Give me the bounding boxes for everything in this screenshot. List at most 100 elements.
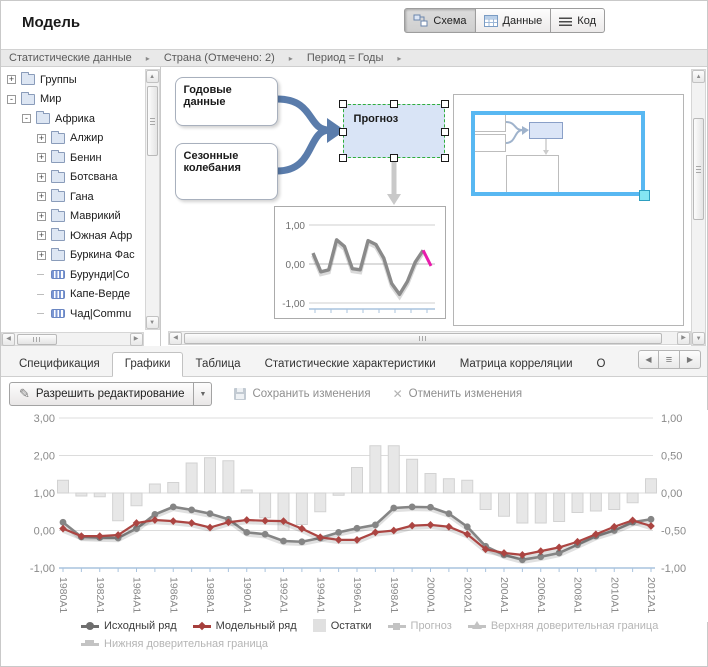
resize-handle[interactable] [338, 128, 347, 136]
allow-editing-button[interactable]: ✎ Разрешить редактирование [9, 381, 195, 406]
scroll-down-button[interactable]: ▼ [692, 332, 706, 345]
breadcrumb-item[interactable]: Страна (Отмечено: 2) [163, 52, 275, 64]
tree-item[interactable]: Бурунди|Co [1, 265, 145, 285]
resize-handle[interactable] [389, 100, 398, 108]
tree-horizontal-scrollbar[interactable]: ◀ ▶ [1, 332, 144, 346]
folder-icon [51, 130, 65, 144]
tab-menu-button[interactable]: ≡ [659, 350, 680, 369]
tab-table[interactable]: Таблица [195, 358, 241, 370]
tab-truncated[interactable]: О [596, 358, 606, 370]
tree-item[interactable]: + Группы [1, 70, 145, 90]
tree-expander[interactable]: + [37, 171, 46, 182]
tab-next-button[interactable]: ▶ [680, 350, 701, 369]
tree-vertical-scrollbar[interactable]: ▲ ▼ [144, 69, 160, 330]
view-button-schema[interactable]: Схема [404, 8, 476, 33]
tree-item[interactable]: + Буркина Фас [1, 246, 145, 266]
svg-text:0,50: 0,50 [661, 451, 682, 463]
tree-item[interactable]: Чад|Commu [1, 304, 145, 324]
resize-handle[interactable] [338, 154, 347, 162]
minimap-resize-handle[interactable] [638, 190, 650, 201]
legend-item[interactable]: Верхняя доверительная граница [467, 619, 658, 632]
scroll-left-button[interactable]: ◀ [2, 333, 15, 346]
scrollbar-thumb[interactable] [146, 86, 158, 156]
tree-expander[interactable]: + [37, 249, 46, 260]
tree-expander[interactable]: + [37, 132, 46, 143]
scroll-up-button[interactable]: ▲ [145, 70, 159, 83]
tree-expander[interactable]: + [37, 152, 46, 163]
legend-item[interactable]: Исходный ряд [81, 619, 177, 632]
legend-item[interactable]: Нижняя доверительная граница [81, 638, 268, 650]
resize-handle[interactable] [338, 100, 347, 108]
legend-item[interactable]: Модельный ряд [192, 619, 297, 632]
minimap-viewport[interactable] [470, 111, 650, 201]
tree-item-label: Бенин [70, 151, 102, 164]
tree-item[interactable]: + Алжир [1, 129, 145, 149]
legend-item[interactable]: Остатки [312, 619, 372, 632]
diagram-canvas[interactable]: Годовые данные Сезонные колебания Прогно… [160, 67, 452, 346]
tab-charts[interactable]: Графики [111, 352, 184, 377]
tree-item[interactable]: + Маврикий [1, 207, 145, 227]
view-button-code[interactable]: Код [551, 8, 605, 33]
tree-item[interactable]: + Южная Афр [1, 226, 145, 246]
svg-text:-0,50: -0,50 [661, 526, 686, 538]
tree-item-label: Ботсвана [70, 171, 118, 184]
tree-item[interactable]: Капе-Верде [1, 285, 145, 305]
scrollbar-thumb[interactable] [693, 118, 705, 220]
view-button-label: Данные [502, 14, 543, 27]
resize-handle[interactable] [440, 100, 449, 108]
tree-item[interactable]: - Мир [1, 90, 145, 110]
tree-expander[interactable]: + [7, 74, 16, 85]
scroll-right-button[interactable]: ▶ [129, 333, 143, 346]
canvas-horizontal-scrollbar[interactable]: ◀ ▶ [168, 331, 691, 345]
resize-handle[interactable] [389, 154, 398, 162]
tree-item[interactable]: + Гана [1, 187, 145, 207]
view-button-label: Схема [433, 14, 467, 27]
breadcrumb-item[interactable]: Статистические данные [9, 52, 132, 64]
minimap-frame[interactable] [452, 94, 684, 326]
tab-correlation-matrix[interactable]: Матрица корреляции [459, 358, 573, 370]
breadcrumb-item[interactable]: Период = Годы [306, 52, 384, 64]
scroll-up-button[interactable]: ▲ [692, 70, 706, 83]
scrollbar-thumb[interactable] [184, 333, 662, 344]
svg-text:0,00: 0,00 [34, 526, 55, 538]
main-vertical-scrollbar[interactable]: ▲ ▼ [691, 67, 707, 346]
allow-editing-dropdown[interactable]: ▼ [194, 381, 213, 406]
tree-expander[interactable]: - [22, 114, 31, 124]
tree-expander[interactable]: - [7, 94, 16, 104]
tree-item[interactable]: + Ботсвана [1, 168, 145, 188]
tree-item[interactable]: - Африка [1, 109, 145, 129]
tree-item[interactable]: + Бенин [1, 148, 145, 168]
svg-text:2000A1: 2000A1 [425, 577, 437, 613]
legend-item[interactable]: Прогноз [387, 619, 452, 632]
resize-handle[interactable] [440, 154, 449, 162]
diagram-node-seasonal[interactable]: Сезонные колебания [174, 143, 278, 200]
tree-expander[interactable]: + [37, 230, 46, 241]
cancel-changes-button[interactable]: ✕ Отменить изменения [393, 387, 523, 401]
svg-text:-1,00: -1,00 [30, 563, 55, 575]
diagram-node-forecast-selected[interactable]: Прогноз [338, 100, 449, 162]
main-area: + Группы - Мир - Африка + Алжир + Бенин + Ботс… [1, 67, 707, 346]
tree-expander[interactable]: + [37, 210, 46, 221]
tab-statistics[interactable]: Статистические характеристики [264, 358, 436, 370]
chart-panel: 3,00 1,00 2,00 0,50 1,00 0,00 0,00 -0,50 -1,00 -1… [1, 410, 708, 622]
tab-prev-button[interactable]: ◀ [638, 350, 659, 369]
breadcrumb-arrow-icon: ▸ [145, 53, 150, 63]
tab-specification[interactable]: Спецификация [19, 358, 100, 370]
save-changes-button[interactable]: Сохранить изменения [234, 387, 371, 400]
view-button-data[interactable]: Данные [475, 8, 552, 33]
scroll-down-button[interactable]: ▼ [145, 316, 159, 329]
tree-expander[interactable]: + [37, 191, 46, 202]
resize-handle[interactable] [440, 128, 449, 136]
scroll-left-button[interactable]: ◀ [169, 332, 182, 345]
diagram-node-annual-data[interactable]: Годовые данные [174, 77, 278, 126]
bottom-tabbar: Спецификация Графики Таблица Статистичес… [1, 346, 707, 377]
svg-text:-1,00: -1,00 [282, 299, 305, 310]
svg-text:0,00: 0,00 [661, 488, 682, 500]
chart-legend: Исходный ряд Модельный ряд Остатки Прогн… [81, 619, 691, 656]
scrollbar-thumb[interactable] [17, 334, 57, 345]
save-icon [234, 387, 247, 400]
svg-text:2002A1: 2002A1 [461, 577, 473, 613]
scroll-right-button[interactable]: ▶ [677, 332, 690, 345]
chart-preview-node[interactable]: 1,00 0,00 -1,00 [273, 206, 446, 319]
